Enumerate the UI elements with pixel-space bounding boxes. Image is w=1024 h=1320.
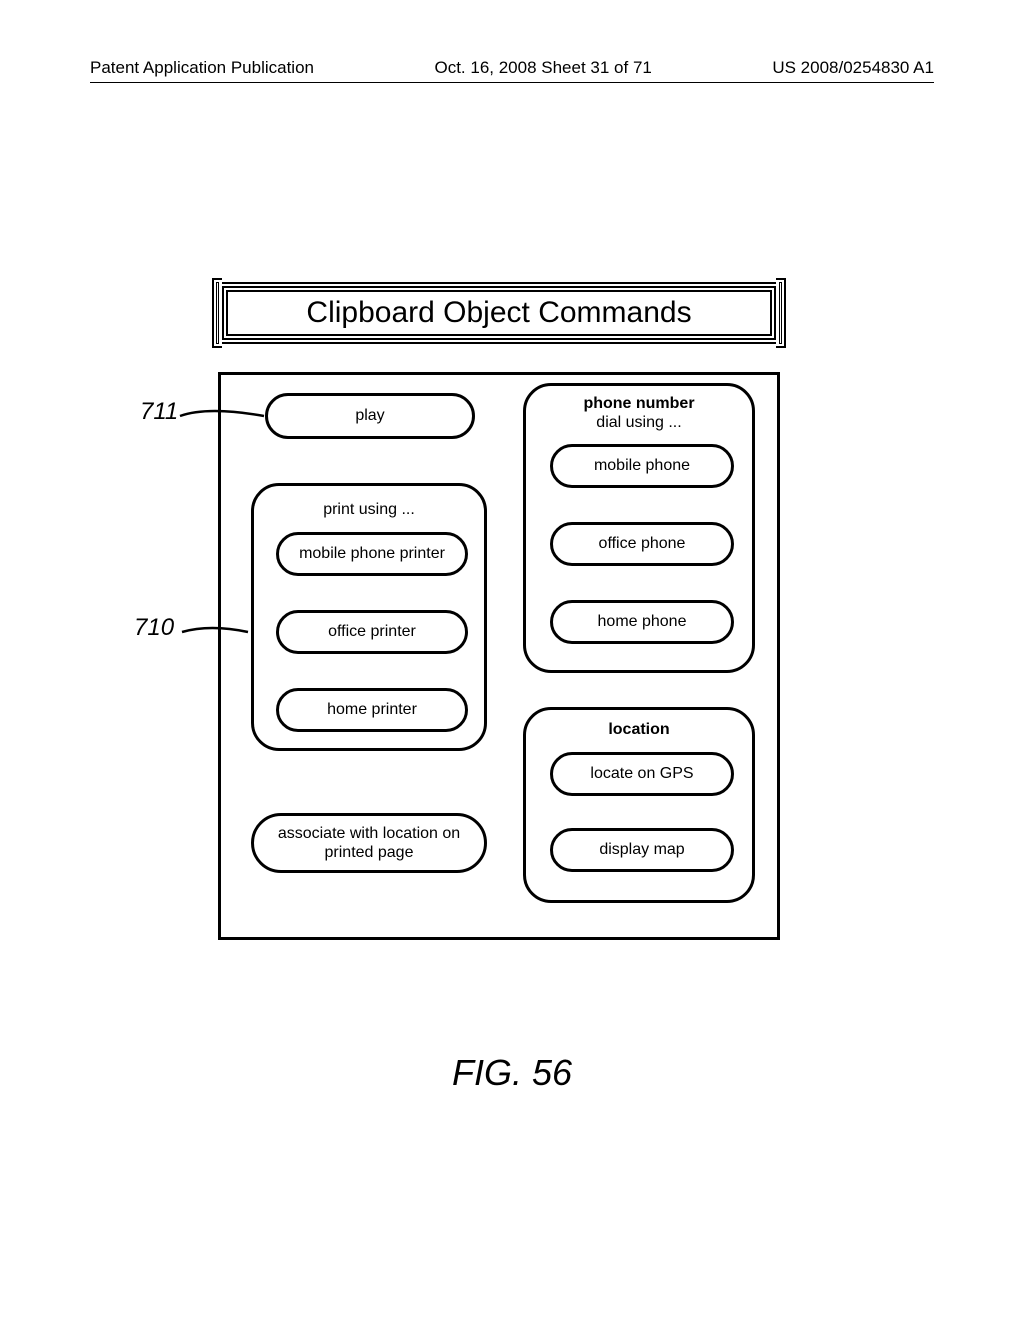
- ref-711: 711: [140, 398, 178, 426]
- command-office-printer: office printer: [276, 610, 468, 654]
- command-display-map: display map: [550, 828, 734, 872]
- command-play: play: [265, 393, 475, 439]
- title-endcap-left: [212, 278, 222, 348]
- group-phone-label: phone number dial using ...: [526, 394, 752, 432]
- title-endcap-right: [776, 278, 786, 348]
- leader-711: [178, 404, 266, 428]
- header-left: Patent Application Publication: [90, 58, 314, 78]
- group-phone-label-line2: dial using ...: [596, 414, 681, 431]
- group-print-label: print using ...: [254, 500, 484, 519]
- commands-container: play print using ... mobile phone printe…: [218, 372, 780, 940]
- ref-710: 710: [134, 614, 174, 642]
- command-home-printer: home printer: [276, 688, 468, 732]
- command-office-phone: office phone: [550, 522, 734, 566]
- command-mobile-phone: mobile phone: [550, 444, 734, 488]
- command-home-printer-label: home printer: [327, 700, 417, 719]
- command-mobile-phone-label: mobile phone: [594, 456, 690, 475]
- page-header: Patent Application Publication Oct. 16, …: [90, 58, 934, 78]
- header-rule: [90, 82, 934, 83]
- header-center: Oct. 16, 2008 Sheet 31 of 71: [434, 58, 651, 78]
- command-mobile-phone-printer: mobile phone printer: [276, 532, 468, 576]
- command-play-label: play: [355, 406, 384, 425]
- figure-label: FIG. 56: [0, 1052, 1024, 1094]
- command-display-map-label: display map: [599, 840, 684, 859]
- patent-page: Patent Application Publication Oct. 16, …: [0, 0, 1024, 1320]
- leader-710: [180, 622, 250, 640]
- command-home-phone: home phone: [550, 600, 734, 644]
- command-mobile-phone-printer-label: mobile phone printer: [299, 544, 445, 563]
- command-associate-location-label: associate with location on printed page: [264, 824, 474, 862]
- group-location-label: location: [526, 720, 752, 739]
- command-office-printer-label: office printer: [328, 622, 416, 641]
- group-print: print using ... mobile phone printer off…: [251, 483, 487, 751]
- group-phone: phone number dial using ... mobile phone…: [523, 383, 755, 673]
- title-banner: Clipboard Object Commands: [218, 282, 780, 344]
- group-location: location locate on GPS display map: [523, 707, 755, 903]
- command-home-phone-label: home phone: [598, 612, 687, 631]
- command-associate-location: associate with location on printed page: [251, 813, 487, 873]
- diagram-title: Clipboard Object Commands: [226, 290, 772, 336]
- command-locate-gps: locate on GPS: [550, 752, 734, 796]
- command-locate-gps-label: locate on GPS: [590, 764, 693, 783]
- group-phone-label-line1: phone number: [583, 395, 694, 412]
- command-office-phone-label: office phone: [599, 534, 686, 553]
- header-right: US 2008/0254830 A1: [772, 58, 934, 78]
